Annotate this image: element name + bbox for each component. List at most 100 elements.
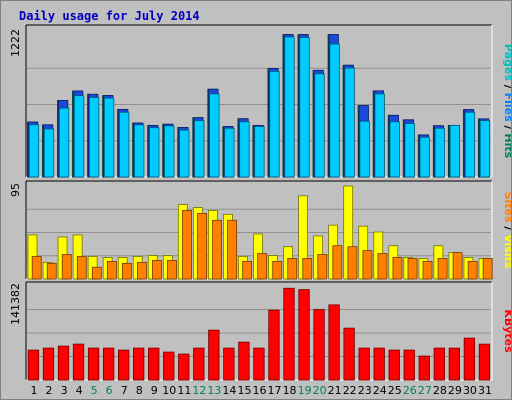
bar-kbytes-day-28 xyxy=(433,347,445,381)
bar-kbytes-day-26 xyxy=(403,349,415,381)
bar-kbytes-day-3 xyxy=(57,345,70,381)
bar-sites-day-26 xyxy=(407,258,418,280)
x-tick-label: 25 xyxy=(388,384,402,397)
x-tick-label: 8 xyxy=(136,384,143,397)
bar-pages-day-5 xyxy=(88,97,100,178)
bar-pages-day-24 xyxy=(374,93,385,178)
bar-kbytes-day-14 xyxy=(223,347,235,381)
bar-kbytes-day-15 xyxy=(238,341,250,381)
legend-entry: / xyxy=(502,223,511,235)
bar-pages-day-29 xyxy=(449,124,461,178)
x-tick-label: 23 xyxy=(358,384,372,397)
bar-pages-day-10 xyxy=(164,125,175,178)
series-legend: Pages / Files / Hits xyxy=(502,44,511,159)
bar-kbytes-day-8 xyxy=(133,347,145,381)
bar-kbytes-day-22 xyxy=(343,327,355,381)
bar-kbytes-day-29 xyxy=(448,347,461,381)
bar-pages-day-15 xyxy=(239,121,250,178)
legend-entry: Pages xyxy=(502,44,511,82)
x-tick-label: 17 xyxy=(268,384,282,397)
chart-title: Daily usage for July 2014 xyxy=(19,9,200,23)
bar-sites-day-21 xyxy=(332,245,343,280)
bar-kbytes-day-9 xyxy=(148,347,160,381)
bar-sites-day-31 xyxy=(482,258,493,280)
axis-max-label: 1222 xyxy=(9,29,22,57)
bar-pages-day-23 xyxy=(359,120,370,178)
bar-pages-day-30 xyxy=(464,111,476,178)
x-tick-label: 20 xyxy=(313,384,327,397)
bar-sites-day-15 xyxy=(242,260,253,280)
bar-kbytes-day-27 xyxy=(418,355,430,381)
bar-sites-day-6 xyxy=(106,260,117,280)
x-tick-label: 6 xyxy=(106,384,113,397)
x-tick-label: 13 xyxy=(207,384,221,397)
bar-sites-day-7 xyxy=(121,262,132,280)
bar-sites-day-13 xyxy=(212,219,222,280)
bar-sites-day-17 xyxy=(272,260,283,280)
bar-sites-day-14 xyxy=(227,219,238,280)
bar-pages-day-27 xyxy=(419,136,430,178)
legend-entry: / xyxy=(502,81,511,93)
bar-kbytes-day-2 xyxy=(42,347,55,381)
bar-sites-day-9 xyxy=(152,259,162,280)
bar-sites-day-23 xyxy=(362,250,373,280)
legend-entry: KBytes xyxy=(502,309,511,353)
x-tick-label: 11 xyxy=(177,384,191,397)
x-tick-label: 26 xyxy=(403,384,417,397)
x-tick-label: 10 xyxy=(162,384,176,397)
bar-kbytes-day-25 xyxy=(388,349,400,381)
bar-pages-day-13 xyxy=(209,93,220,178)
legend-entry: Files xyxy=(502,93,511,123)
bar-pages-day-12 xyxy=(194,120,205,178)
bar-kbytes-day-24 xyxy=(373,347,385,381)
bar-pages-day-8 xyxy=(134,124,145,178)
bar-pages-day-26 xyxy=(404,123,415,178)
bar-sites-day-11 xyxy=(182,210,192,280)
bar-kbytes-day-17 xyxy=(268,309,280,381)
x-tick-label: 7 xyxy=(121,384,128,397)
x-tick-label: 29 xyxy=(448,384,462,397)
bar-pages-day-20 xyxy=(314,73,325,178)
x-tick-label: 19 xyxy=(298,384,312,397)
series-legend: KBytes xyxy=(502,309,511,353)
x-tick-label: 31 xyxy=(478,384,492,397)
bar-kbytes-day-5 xyxy=(87,347,100,381)
bar-kbytes-day-18 xyxy=(283,287,295,381)
bar-pages-day-19 xyxy=(299,37,310,178)
bar-pages-day-18 xyxy=(284,36,295,178)
bar-sites-day-25 xyxy=(392,257,403,280)
x-tick-label: 14 xyxy=(222,384,236,397)
bar-pages-day-17 xyxy=(269,70,280,178)
x-tick-label: 24 xyxy=(373,384,387,397)
bar-sites-day-2 xyxy=(46,262,57,280)
bar-sites-day-27 xyxy=(422,260,433,280)
bar-kbytes-day-4 xyxy=(72,343,85,381)
bar-sites-day-19 xyxy=(302,258,313,280)
bar-sites-day-24 xyxy=(377,253,388,280)
bar-kbytes-day-31 xyxy=(478,343,491,381)
x-tick-label: 4 xyxy=(76,384,83,397)
bar-sites-day-29 xyxy=(452,252,463,280)
x-tick-label: 16 xyxy=(253,384,267,397)
bar-kbytes-day-12 xyxy=(193,347,205,381)
x-tick-label: 30 xyxy=(463,384,477,397)
bar-pages-day-7 xyxy=(118,111,130,178)
legend-entry: Visits xyxy=(502,234,511,269)
bar-sites-day-12 xyxy=(197,213,207,280)
axis-max-label: 95 xyxy=(9,183,22,197)
bar-sites-day-4 xyxy=(76,256,87,280)
bar-pages-day-2 xyxy=(43,128,55,178)
bar-sites-day-22 xyxy=(347,246,358,280)
bar-kbytes-day-30 xyxy=(463,337,476,381)
x-tick-label: 12 xyxy=(192,384,206,397)
bar-pages-day-6 xyxy=(103,97,115,178)
bar-sites-day-18 xyxy=(287,258,298,280)
x-tick-label: 3 xyxy=(61,384,68,397)
x-tick-label: 9 xyxy=(151,384,158,397)
bar-pages-day-9 xyxy=(149,127,160,178)
bar-kbytes-day-11 xyxy=(178,353,190,381)
x-tick-label: 28 xyxy=(433,384,447,397)
bar-kbytes-day-7 xyxy=(117,349,130,381)
bar-pages-day-31 xyxy=(479,120,491,178)
